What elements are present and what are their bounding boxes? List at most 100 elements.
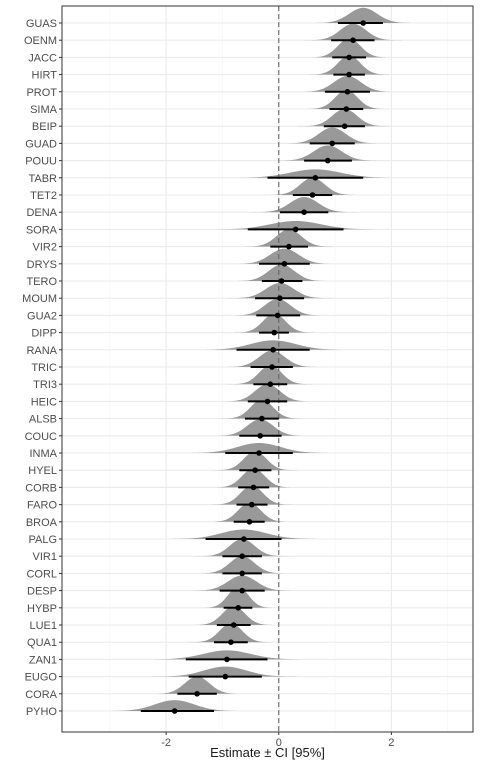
density-tri3 bbox=[225, 365, 316, 385]
point-hybp bbox=[235, 605, 242, 611]
density-tric bbox=[220, 350, 324, 367]
y-tick-label: QUA1 bbox=[27, 637, 57, 649]
point-gua2 bbox=[274, 312, 281, 319]
density-alsb bbox=[216, 399, 307, 419]
y-tick-label: SIMA bbox=[30, 104, 58, 116]
density-sima bbox=[301, 90, 392, 109]
y-tick-label: COUC bbox=[25, 431, 57, 443]
density-corb bbox=[208, 468, 299, 488]
point-pouu bbox=[324, 157, 331, 164]
y-tick-label: TERO bbox=[26, 276, 57, 288]
plot-panel-border bbox=[61, 5, 474, 733]
point-faro bbox=[248, 501, 255, 508]
y-axis-ticks bbox=[59, 22, 62, 712]
point-prot bbox=[344, 89, 351, 95]
y-tick-label: INMA bbox=[30, 448, 58, 460]
y-tick-label: TABR bbox=[28, 173, 57, 185]
point-palg bbox=[241, 536, 247, 542]
point-corb bbox=[250, 484, 257, 491]
point-eugo bbox=[222, 673, 229, 680]
y-tick-label: JACC bbox=[28, 52, 57, 64]
density-desp bbox=[185, 575, 299, 591]
point-hyel bbox=[252, 467, 258, 474]
point-corl bbox=[239, 570, 245, 577]
y-tick-label: CORA bbox=[25, 689, 57, 701]
estimate-points bbox=[171, 20, 367, 714]
y-tick-label: DIPP bbox=[31, 328, 57, 340]
y-tick-label: FARO bbox=[27, 500, 57, 512]
y-tick-label: TRI3 bbox=[33, 379, 57, 391]
density-pouu bbox=[271, 145, 385, 161]
point-alsb bbox=[259, 415, 265, 422]
y-tick-label: VIR1 bbox=[33, 551, 57, 563]
y-tick-label: DRYS bbox=[27, 259, 57, 271]
density-tet2 bbox=[263, 177, 363, 195]
y-tick-label: ZAN1 bbox=[29, 654, 57, 666]
point-guas bbox=[360, 20, 367, 26]
point-tabr bbox=[312, 175, 319, 181]
x-axis-title: Estimate ± CI [95%] bbox=[210, 745, 325, 760]
y-tick-label: VIR2 bbox=[33, 242, 57, 254]
density-drys bbox=[228, 248, 341, 264]
point-moum bbox=[277, 295, 283, 302]
x-tick-label: 0 bbox=[276, 737, 282, 749]
y-tick-label: TET2 bbox=[30, 190, 57, 202]
density-tabr bbox=[214, 169, 417, 178]
density-palg bbox=[153, 529, 334, 539]
density-jacc bbox=[304, 38, 395, 58]
density-inma bbox=[173, 443, 345, 453]
x-tick-label: 2 bbox=[388, 737, 394, 749]
density-broa bbox=[204, 502, 295, 522]
y-tick-label: PROT bbox=[26, 87, 57, 99]
y-tick-label: POUU bbox=[25, 156, 57, 168]
point-drys bbox=[281, 261, 288, 267]
point-heic bbox=[264, 398, 271, 405]
y-tick-label: HEIC bbox=[31, 396, 57, 408]
y-axis-tick-labels: GUAS OENM JACC HIRT PROT SIMA BEIP GUAD POUU TABR… bbox=[22, 18, 57, 718]
y-tick-label: BEIP bbox=[32, 121, 57, 133]
point-desp bbox=[239, 587, 245, 594]
point-tri3 bbox=[267, 381, 274, 388]
y-tick-label: PALG bbox=[28, 534, 57, 546]
point-dena bbox=[301, 209, 307, 215]
density-hirt bbox=[304, 55, 395, 75]
point-hirt bbox=[346, 71, 352, 78]
x-axis-ticks bbox=[165, 732, 392, 735]
density-zan1 bbox=[132, 650, 322, 660]
point-qua1 bbox=[228, 639, 234, 645]
density-guad bbox=[278, 127, 387, 144]
y-tick-label: SORA bbox=[26, 224, 58, 236]
density-lue1 bbox=[188, 606, 279, 625]
point-sora bbox=[292, 226, 299, 233]
density-guas bbox=[306, 7, 420, 23]
y-tick-label: DESP bbox=[27, 586, 57, 598]
point-couc bbox=[257, 433, 263, 439]
y-tick-label: HYBP bbox=[27, 603, 57, 615]
y-tick-label: OENM bbox=[24, 35, 57, 47]
point-oenm bbox=[350, 37, 356, 43]
density-gua2 bbox=[225, 298, 330, 316]
density-vir2 bbox=[239, 229, 339, 247]
x-axis-tick-labels: -2 0 2 bbox=[161, 737, 394, 749]
point-sima bbox=[343, 106, 350, 112]
y-tick-label: BROA bbox=[26, 517, 58, 529]
y-tick-label: TRIC bbox=[31, 362, 57, 374]
y-tick-label: HYEL bbox=[28, 465, 57, 477]
point-jacc bbox=[346, 54, 352, 61]
density-hyel bbox=[210, 451, 301, 471]
point-tero bbox=[278, 278, 285, 284]
density-curves bbox=[95, 7, 420, 711]
point-cora bbox=[194, 691, 200, 697]
point-guad bbox=[329, 140, 336, 147]
y-tick-label: EUGO bbox=[25, 672, 58, 684]
density-sora bbox=[194, 220, 397, 230]
y-tick-label: MOUM bbox=[22, 293, 57, 305]
density-cora bbox=[147, 676, 247, 694]
y-tick-label: HIRT bbox=[32, 70, 58, 82]
y-tick-label: GUAD bbox=[25, 138, 57, 150]
density-oenm bbox=[301, 23, 405, 41]
y-tick-label: ALSB bbox=[29, 414, 57, 426]
point-tet2 bbox=[309, 192, 316, 198]
density-hybp bbox=[197, 586, 279, 608]
density-tero bbox=[229, 264, 334, 281]
